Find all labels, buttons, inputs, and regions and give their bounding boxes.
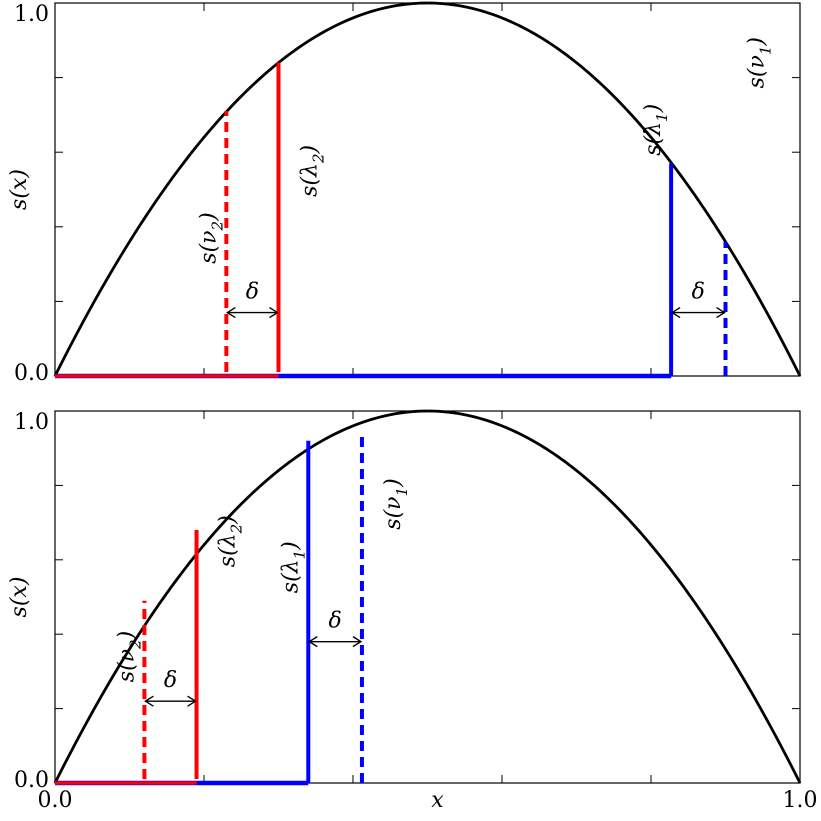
arrow-head [670, 306, 681, 319]
arrow-head [716, 306, 726, 319]
x-tick-label: 0.0 [38, 788, 73, 813]
segment-label: s(λ2) [216, 515, 246, 567]
panel-bottom: 0.0 1.0 0.0 1.0 x s(x) s(λ2) s(ν2) s(λ1) s(ν1) δ δ [7, 409, 818, 813]
arrow-head [226, 306, 236, 319]
arrow-head [307, 636, 318, 648]
segment-label: s(ν2) [196, 212, 226, 263]
axes-frame [54, 2, 801, 377]
axes-frame [54, 410, 801, 784]
segment-label: s(λ1) [278, 541, 308, 593]
y-tick-label: 0.0 [14, 768, 49, 793]
logistic-curve [53, 1, 802, 377]
panel-top: 0.0 1.0 s(x) s(λ2) s(ν2) s(λ1) s(ν1) δ δ [7, 1, 802, 386]
x-axis-label: x [431, 788, 444, 813]
delta-label: δ [164, 668, 177, 693]
delta-label: δ [692, 280, 705, 305]
y-tick-label: 0.0 [14, 361, 49, 386]
arrow-head [187, 695, 197, 707]
segment-label: s(λ2) [298, 145, 328, 197]
x-tick-label: 1.0 [783, 788, 818, 813]
delta-label: δ [246, 280, 259, 305]
arrow-head [352, 636, 363, 648]
y-tick-label: 1.0 [14, 2, 49, 27]
y-axis-label: s(x) [7, 169, 32, 210]
segment-label: s(ν1) [381, 478, 411, 529]
y-axis-label: s(x) [7, 577, 32, 618]
arrow-head [144, 695, 154, 707]
delta-label: δ [328, 609, 341, 634]
logistic-curve [53, 409, 802, 784]
arrow-head [269, 306, 279, 319]
segment-label: s(λ1) [641, 104, 671, 156]
segment-label: s(ν1) [745, 37, 775, 88]
y-tick-label: 1.0 [14, 410, 49, 435]
segment-label: s(ν2) [114, 631, 144, 682]
